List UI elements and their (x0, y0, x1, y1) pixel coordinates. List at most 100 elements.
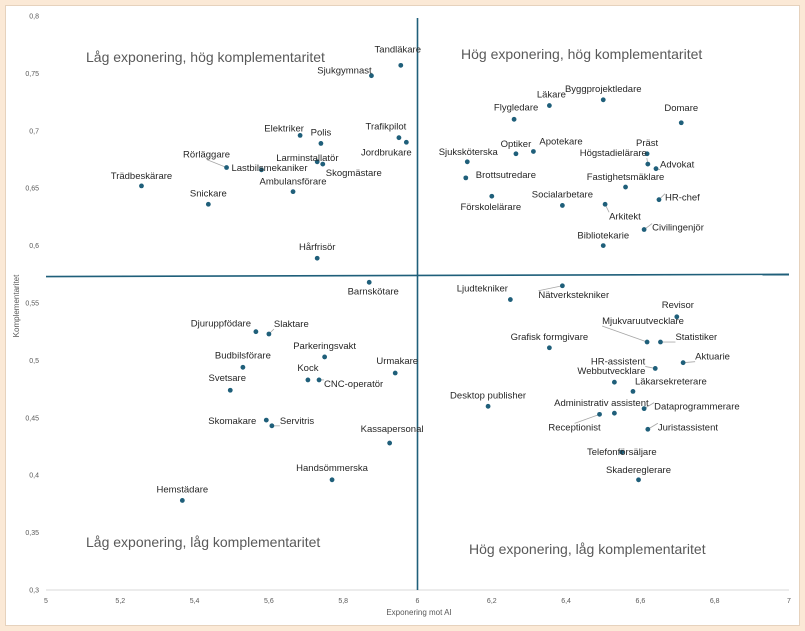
data-label-civilingenjor: Civilingenjör (652, 223, 704, 234)
data-point-lastbilsmekaniker (259, 167, 264, 173)
data-label-socialarbetare: Socialarbetare (532, 189, 593, 200)
data-label-lakarsekreterare: Läkarsekreterare (635, 376, 707, 387)
data-label-polis: Polis (311, 127, 332, 138)
x-axis-title: Exponering mot AI (386, 608, 451, 617)
data-label-receptionist: Receptionist (548, 422, 601, 433)
y-tick-label: 0,75 (25, 71, 39, 78)
data-label-parkeringsvakt: Parkeringsvakt (293, 341, 356, 352)
x-tick-label: 6,6 (636, 598, 646, 605)
leader-line-natverkstekniker (538, 285, 563, 292)
data-label-sjukgymnast: Sjukgymnast (317, 66, 372, 77)
x-tick-labels: 5 5,2 5,4 5,6 5,8 6 6,2 6,4 6,6 6,8 7 (44, 598, 791, 605)
data-point-elektriker (297, 132, 303, 138)
data-point-juristassistent (645, 426, 651, 432)
data-point-webbutvecklare (611, 379, 617, 385)
data-label-djuruppfodare: Djuruppfödare (191, 319, 251, 330)
data-label-administrativ-assistent: Administrativ assistent (554, 398, 649, 409)
data-label-forskolelarare: Förskolelärare (460, 202, 521, 213)
data-label-bibliotekarie: Bibliotekarie (577, 231, 629, 242)
data-label-servitris: Servitris (280, 416, 315, 427)
y-tick-labels: 0,3 0,35 0,4 0,45 0,5 0,55 0,6 0,65 0,7 0,75 0,8 (25, 14, 39, 595)
x-tick-label: 6,8 (710, 598, 720, 605)
data-label-desktop-publisher: Desktop publisher (450, 390, 526, 401)
leader-line-rorlaggare (206, 159, 227, 168)
data-point-hemstadare (179, 498, 185, 503)
data-points (139, 62, 686, 503)
data-label-hemstadare: Hemstädare (156, 484, 208, 495)
data-label-kock: Kock (297, 363, 318, 374)
x-tick-label: 6 (416, 598, 420, 605)
data-point-domare (678, 120, 684, 126)
data-point-skogmastare (320, 161, 326, 167)
data-point-harfrisor (314, 255, 320, 261)
y-tick-label: 0,35 (25, 530, 39, 537)
quadrant-labels: Låg exponering, hög komplementaritet Hög… (86, 46, 706, 557)
data-point-tandlakare (398, 62, 404, 68)
leader-line-mjukvaruutvecklare (601, 325, 648, 343)
data-label-domare: Domare (664, 103, 698, 114)
data-label-slaktare: Slaktare (274, 319, 309, 330)
data-point-bibliotekarie (600, 243, 606, 249)
data-label-cnc-operator: CNC-operatör (324, 379, 383, 390)
x-tick-label: 5,8 (338, 598, 348, 605)
data-label-juristassistent: Juristassistent (658, 422, 719, 433)
quadrant-dividers (45, 18, 790, 590)
y-tick-label: 0,3 (29, 588, 39, 595)
leader-lines (206, 158, 696, 430)
data-point-desktop-publisher (485, 403, 491, 409)
data-label-urmakare: Urmakare (376, 356, 418, 367)
data-label-hr-chef: HR-chef (665, 193, 700, 204)
data-point-socialarbetare (559, 203, 565, 208)
data-label-grafisk-formgivare: Grafisk formgivare (511, 332, 589, 343)
data-label-trafikpilot: Trafikpilot (366, 122, 407, 133)
y-tick-label: 0,7 (29, 128, 39, 135)
data-label-revisor: Revisor (662, 300, 694, 311)
data-label-barnskotare: Barnskötare (348, 286, 399, 297)
data-point-aktuarie (680, 360, 686, 366)
y-tick-label: 0,55 (25, 301, 39, 308)
data-label-budbilsforare: Budbilsförare (215, 350, 271, 361)
data-point-civilingenjor (641, 227, 647, 232)
data-label-brottsutredare: Brottsutredare (476, 170, 536, 181)
data-point-handsommerska (329, 477, 335, 483)
data-point-lakare (546, 103, 552, 108)
data-point-natverkstekniker (559, 283, 565, 289)
y-tick-label: 0,6 (29, 243, 39, 250)
y-tick-label: 0,8 (29, 14, 39, 21)
data-label-fastighetsmaklare: Fastighetsmäklare (587, 172, 665, 183)
x-tick-label: 5 (44, 598, 48, 605)
y-tick-label: 0,4 (29, 473, 39, 480)
data-point-ambulansforare (290, 189, 296, 195)
data-point-parkeringsvakt (322, 354, 328, 360)
data-point-optiker (513, 151, 519, 157)
data-label-dataprogrammerare: Dataprogrammerare (654, 402, 740, 413)
data-label-hogstadielarare: Högstadielärare (580, 148, 647, 159)
data-point-sjukskoterska (464, 159, 470, 165)
data-point-advokat (653, 166, 659, 172)
x-tick-label: 6,4 (561, 598, 571, 605)
x-tick-label: 7 (787, 598, 791, 605)
data-point-telefonforsaljare (619, 449, 625, 455)
quadrant-label-top-left: Låg exponering, hög komplementaritet (86, 49, 325, 65)
data-point-forskolelarare (489, 193, 495, 199)
data-point-rorlaggare (224, 165, 229, 170)
quadrant-label-bottom-left: Låg exponering, låg komplementaritet (86, 534, 320, 550)
data-point-larminstallator (314, 159, 320, 165)
data-point-apotekare (531, 149, 536, 154)
data-point-budbilsforare (240, 364, 246, 370)
data-point-trafikpilot (396, 135, 402, 141)
data-label-statistiker: Statistiker (675, 332, 717, 343)
data-point-sjukgymnast (369, 73, 374, 79)
data-label-kassapersonal: Kassapersonal (361, 424, 424, 435)
data-point-djuruppfodare (253, 329, 259, 335)
data-label-lastbilsmekaniker: Lastbilsmekaniker (231, 163, 307, 174)
data-label-handsommerska: Handsömmerska (296, 463, 369, 474)
data-point-flygledare (511, 116, 517, 122)
data-label-skomakare: Skomakare (208, 416, 256, 427)
data-point-skomakare (263, 417, 269, 423)
leader-line-receptionist (574, 413, 600, 424)
data-point-kassapersonal (387, 440, 393, 446)
data-point-brottsutredare (463, 175, 469, 181)
data-label-ljudtekniker: Ljudtekniker (457, 284, 508, 295)
data-label-optiker: Optiker (501, 139, 532, 150)
